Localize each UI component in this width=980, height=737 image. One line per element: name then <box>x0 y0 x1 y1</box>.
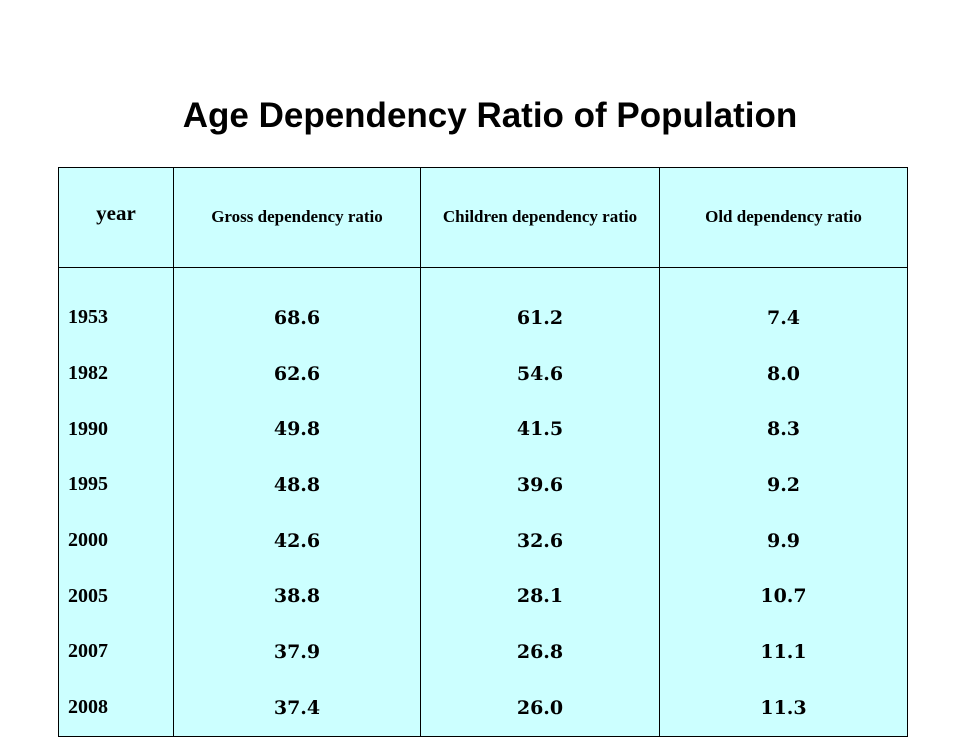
gross-cell: 38.8 <box>173 568 421 625</box>
page-title: Age Dependency Ratio of Population <box>182 96 798 135</box>
old-cell: 8.0 <box>659 345 908 402</box>
table-row: 1982 62.6 54.6 8.0 <box>58 345 908 402</box>
header-old-dependency-ratio: Old dependency ratio <box>659 167 908 268</box>
table-row: 2005 38.8 28.1 10.7 <box>58 568 908 625</box>
children-cell: 26.0 <box>420 679 660 737</box>
year-cell: 1953 <box>58 267 174 346</box>
children-cell: 54.6 <box>420 345 660 402</box>
header-old-label: Old dependency ratio <box>705 207 862 226</box>
gross-cell: 42.6 <box>173 512 421 569</box>
children-cell: 28.1 <box>420 568 660 625</box>
gross-cell: 37.9 <box>173 624 421 680</box>
year-cell: 1982 <box>58 345 174 402</box>
table-row: 1953 68.6 61.2 7.4 <box>58 267 908 346</box>
gross-cell: 68.6 <box>173 267 421 346</box>
old-cell: 11.3 <box>659 679 908 737</box>
old-cell: 9.9 <box>659 512 908 569</box>
table-row: 2007 37.9 26.8 11.1 <box>58 624 908 680</box>
table-row: 2008 37.4 26.0 11.3 <box>58 679 908 737</box>
gross-cell: 48.8 <box>173 457 421 513</box>
old-cell: 11.1 <box>659 624 908 680</box>
old-cell: 10.7 <box>659 568 908 625</box>
children-cell: 41.5 <box>420 401 660 458</box>
gross-cell: 37.4 <box>173 679 421 737</box>
year-cell: 2007 <box>58 624 174 680</box>
table-row: 2000 42.6 32.6 9.9 <box>58 512 908 569</box>
gross-cell: 49.8 <box>173 401 421 458</box>
year-cell: 2000 <box>58 512 174 569</box>
table-row: 1990 49.8 41.5 8.3 <box>58 401 908 458</box>
children-cell: 32.6 <box>420 512 660 569</box>
year-cell: 1990 <box>58 401 174 458</box>
children-cell: 39.6 <box>420 457 660 513</box>
children-cell: 61.2 <box>420 267 660 346</box>
old-cell: 7.4 <box>659 267 908 346</box>
header-year: year <box>58 167 174 268</box>
children-cell: 26.8 <box>420 624 660 680</box>
old-cell: 8.3 <box>659 401 908 458</box>
year-cell: 2005 <box>58 568 174 625</box>
old-cell: 9.2 <box>659 457 908 513</box>
dependency-ratio-table: year Gross dependency ratio Children dep… <box>58 167 908 737</box>
header-gross-dependency-ratio: Gross dependency ratio <box>173 167 421 268</box>
year-cell: 2008 <box>58 679 174 737</box>
year-cell: 1995 <box>58 457 174 513</box>
header-children-label: Children dependency ratio <box>442 207 638 226</box>
gross-cell: 62.6 <box>173 345 421 402</box>
table-header-row: year Gross dependency ratio Children dep… <box>58 167 908 268</box>
header-gross-label: Gross dependency ratio <box>211 207 383 226</box>
table-row: 1995 48.8 39.6 9.2 <box>58 457 908 513</box>
header-children-dependency-ratio: Children dependency ratio <box>420 167 660 268</box>
